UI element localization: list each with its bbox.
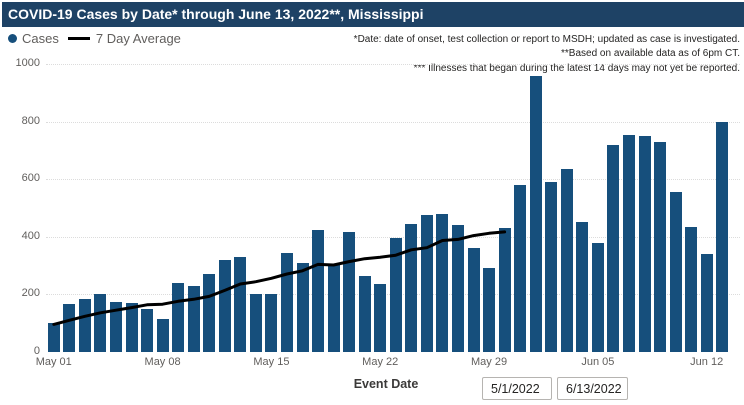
bar-may-10[interactable] [187, 285, 200, 352]
legend: Cases 7 Day Average [8, 31, 181, 46]
bar-may-15[interactable] [265, 294, 278, 352]
y-tick-label-1000: 1000 [15, 57, 40, 69]
bar-jun-10[interactable] [669, 192, 682, 352]
plot-area [46, 64, 730, 352]
gridline-800 [46, 121, 740, 123]
bar-jun-13[interactable] [716, 121, 729, 352]
bar-may-18[interactable] [312, 229, 325, 352]
x-tick-label-jun-05: Jun 05 [581, 356, 615, 368]
bar-jun-06[interactable] [607, 144, 620, 352]
x-tick-label-may-08: May 08 [144, 356, 181, 368]
x-tick-label-may-01: May 01 [35, 356, 72, 368]
cases-legend-label: Cases [22, 31, 59, 46]
bar-may-28[interactable] [467, 248, 480, 352]
bar-may-26[interactable] [436, 213, 449, 352]
bar-jun-11[interactable] [685, 226, 698, 352]
bar-may-01[interactable] [47, 323, 60, 352]
bar-may-31[interactable] [514, 184, 527, 352]
footnote-date-definition: *Date: date of onset, test collection or… [353, 34, 740, 45]
bar-may-21[interactable] [358, 275, 371, 352]
footnotes: *Date: date of onset, test collection or… [354, 33, 740, 76]
chart-title: COVID-19 Cases by Date* through June 13,… [8, 6, 424, 22]
bar-may-14[interactable] [249, 294, 262, 352]
cases-legend-dot-icon [8, 34, 17, 43]
gridline-600 [46, 179, 740, 181]
bar-may-19[interactable] [327, 264, 340, 352]
bar-may-08[interactable] [156, 318, 169, 352]
bar-may-17[interactable] [296, 262, 309, 352]
x-tick-label-jun-12: Jun 12 [690, 356, 724, 368]
bar-may-25[interactable] [420, 215, 433, 352]
bar-jun-05[interactable] [591, 242, 604, 352]
bar-may-11[interactable] [203, 274, 216, 352]
x-axis-title: Event Date [353, 377, 419, 391]
x-tick-label-may-15: May 15 [253, 356, 290, 368]
y-tick-label-0: 0 [33, 345, 40, 357]
start-date-input[interactable] [482, 377, 552, 400]
bar-may-27[interactable] [451, 225, 464, 352]
y-tick-label-200: 200 [21, 287, 40, 300]
x-tick-label-may-22: May 22 [362, 356, 399, 368]
y-tick-label-400: 400 [21, 229, 40, 242]
bar-may-22[interactable] [374, 284, 387, 352]
title-bar: COVID-19 Cases by Date* through June 13,… [2, 2, 744, 27]
bar-may-20[interactable] [343, 232, 356, 352]
bar-jun-03[interactable] [560, 169, 573, 352]
bar-may-03[interactable] [78, 298, 91, 352]
avg-legend-line-icon [67, 37, 90, 40]
footnote-reporting-lag: *** Illnesses that began during the late… [413, 62, 740, 74]
x-tick-label-may-29: May 29 [470, 356, 508, 368]
bar-may-13[interactable] [234, 256, 247, 352]
y-tick-label-800: 800 [21, 114, 40, 127]
end-date-input[interactable] [557, 377, 628, 400]
bar-may-02[interactable] [63, 304, 76, 352]
bar-jun-12[interactable] [700, 254, 713, 352]
bar-may-29[interactable] [483, 268, 496, 352]
bar-may-23[interactable] [389, 238, 402, 352]
bar-may-04[interactable] [94, 294, 107, 352]
footnote-data-asof: **Based on available data as of 6pm CT. [561, 48, 740, 60]
gridline-1000 [46, 64, 740, 65]
bar-jun-07[interactable] [622, 134, 635, 352]
bar-may-12[interactable] [218, 259, 231, 352]
bar-may-05[interactable] [109, 301, 122, 352]
bar-jun-09[interactable] [654, 141, 667, 352]
avg-legend-label: 7 Day Average [95, 31, 181, 46]
bar-may-07[interactable] [141, 308, 154, 352]
bar-may-06[interactable] [125, 303, 138, 352]
bar-may-30[interactable] [498, 228, 511, 352]
y-tick-label-600: 600 [21, 172, 40, 185]
bar-jun-01[interactable] [529, 75, 542, 352]
bar-jun-02[interactable] [545, 182, 558, 352]
bar-jun-08[interactable] [638, 136, 651, 352]
bar-may-09[interactable] [172, 282, 185, 352]
bar-may-16[interactable] [280, 252, 293, 352]
bar-jun-04[interactable] [576, 222, 589, 352]
bar-may-24[interactable] [405, 223, 418, 352]
